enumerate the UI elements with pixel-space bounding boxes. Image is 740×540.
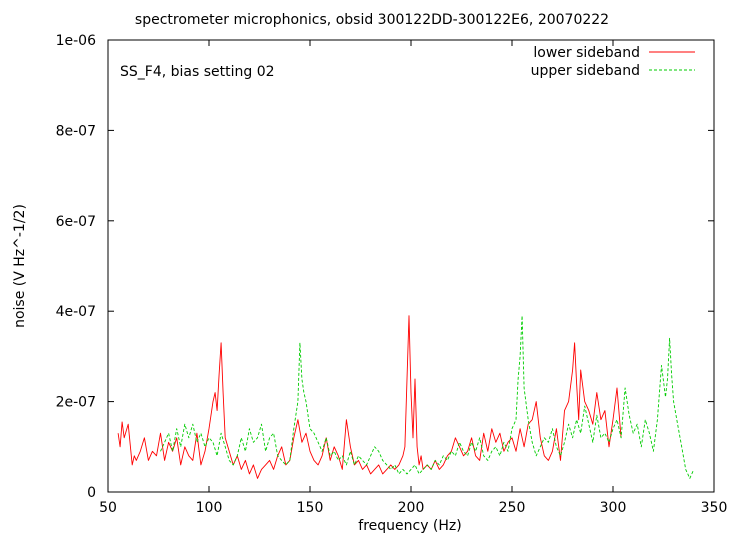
y-axis: 0 2e-07 4e-07 6e-07 8e-07 1e-06 bbox=[56, 33, 714, 501]
x-tick-label: 50 bbox=[99, 500, 117, 516]
y-tick-label: 4e-07 bbox=[56, 304, 96, 320]
chart-title: spectrometer microphonics, obsid 300122D… bbox=[135, 12, 609, 28]
legend-label: upper sideband bbox=[531, 63, 640, 79]
y-tick-label: 8e-07 bbox=[56, 123, 96, 139]
plot-area bbox=[117, 315, 695, 479]
legend-label: lower sideband bbox=[533, 45, 640, 61]
x-tick-label: 100 bbox=[196, 500, 223, 516]
y-tick-label: 2e-07 bbox=[56, 395, 96, 411]
chart-annotation: SS_F4, bias setting 02 bbox=[120, 64, 275, 80]
legend: lower sideband upper sideband bbox=[531, 45, 695, 79]
x-tick-label: 150 bbox=[297, 500, 324, 516]
y-tick-label: 6e-07 bbox=[56, 214, 96, 230]
y-axis-label: noise (V Hz^-1/2) bbox=[12, 204, 28, 328]
x-tick-label: 200 bbox=[398, 500, 425, 516]
x-tick-label: 300 bbox=[600, 500, 627, 516]
x-axis-label: frequency (Hz) bbox=[358, 518, 461, 534]
x-tick-label: 350 bbox=[701, 500, 728, 516]
x-tick-label: 250 bbox=[499, 500, 526, 516]
y-tick-label: 0 bbox=[87, 485, 96, 501]
x-axis: 50 100 150 200 250 300 350 bbox=[99, 40, 727, 516]
series-line-upper-sideband bbox=[160, 315, 695, 479]
series-line-lower-sideband bbox=[117, 315, 622, 479]
y-tick-label: 1e-06 bbox=[56, 33, 96, 49]
